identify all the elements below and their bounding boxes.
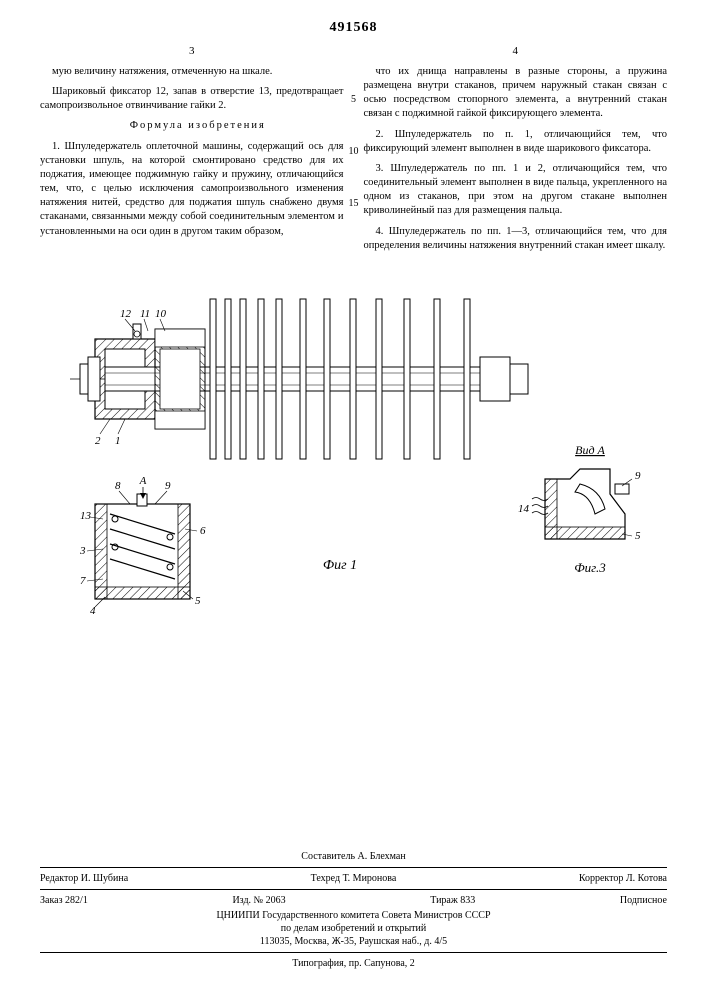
left-para-1: Шариковый фиксатор 12, запав в отверстие… bbox=[40, 85, 344, 113]
callout-3: 3 bbox=[79, 545, 86, 557]
left-claim-0: 1. Шпуледержатель оплеточной машины, сод… bbox=[40, 140, 344, 239]
callout-A: А bbox=[139, 475, 147, 487]
callout-12: 12 bbox=[120, 308, 132, 320]
right-col-number: 4 bbox=[364, 44, 668, 59]
line-mark-10: 10 bbox=[344, 145, 364, 159]
footer-typography: Типография, пр. Сапунова, 2 bbox=[40, 957, 667, 970]
footer: Составитель А. Блехман Редактор И. Шубин… bbox=[40, 850, 667, 970]
footer-org1: ЦНИИПИ Государственного комитета Совета … bbox=[40, 909, 667, 922]
figures: 12 11 10 2 1 bbox=[40, 269, 667, 649]
footer-order: Заказ 282/1 bbox=[40, 894, 88, 907]
footer-tirazh: Тираж 833 bbox=[430, 894, 475, 907]
vida-label: Вид А bbox=[575, 443, 605, 457]
callout-9: 9 bbox=[165, 480, 171, 492]
fig1-main: 12 11 10 2 1 bbox=[70, 299, 530, 459]
formula-title: Формула изобретения bbox=[40, 119, 344, 133]
line-mark-5: 5 bbox=[344, 93, 364, 107]
footer-podpis: Подписное bbox=[620, 894, 667, 907]
fig1-label: Фиг 1 bbox=[323, 558, 357, 573]
left-column: 3 мую величину натяжения, отмеченную на … bbox=[40, 44, 344, 259]
callout-5: 5 bbox=[195, 595, 201, 607]
right-para-1: 2. Шпуледержатель по п. 1, отличающийся … bbox=[364, 128, 668, 156]
callout-7: 7 bbox=[80, 575, 86, 587]
fig3-callout-5: 5 bbox=[635, 530, 641, 542]
callout-10: 10 bbox=[155, 308, 167, 320]
footer-compiler: Составитель А. Блехман bbox=[40, 850, 667, 863]
fig3: Вид А 9 14 5 Фиг.3 bbox=[518, 443, 641, 575]
left-para-0: мую величину натяжения, отмеченную на шк… bbox=[40, 65, 344, 79]
callout-11: 11 bbox=[140, 308, 150, 320]
footer-org2: по делам изобретений и открытий bbox=[40, 922, 667, 935]
fig3-callout-14: 14 bbox=[518, 503, 530, 515]
footer-izd: Изд. № 2063 bbox=[232, 894, 285, 907]
document-number: 491568 bbox=[40, 20, 667, 36]
footer-addr1: 113035, Москва, Ж-35, Раушская наб., д. … bbox=[40, 935, 667, 948]
callout-6: 6 bbox=[200, 525, 206, 537]
figure-svg: 12 11 10 2 1 bbox=[40, 269, 667, 649]
line-mark-15: 15 bbox=[344, 197, 364, 211]
footer-corrector: Корректор Л. Котова bbox=[579, 872, 667, 885]
footer-editor: Редактор И. Шубина bbox=[40, 872, 128, 885]
fig3-callout-9: 9 bbox=[635, 470, 641, 482]
left-col-number: 3 bbox=[40, 44, 344, 59]
footer-techred: Техред Т. Миронова bbox=[311, 872, 397, 885]
callout-1: 1 bbox=[115, 435, 121, 447]
callout-8: 8 bbox=[115, 480, 121, 492]
fig3-label: Фиг.3 bbox=[574, 560, 606, 575]
right-column: 4 что их днища направлены в разные сторо… bbox=[364, 44, 668, 259]
right-para-0: что их днища направлены в разные стороны… bbox=[364, 65, 668, 122]
callout-2: 2 bbox=[95, 435, 101, 447]
callout-13: 13 bbox=[80, 510, 92, 522]
fig1-lower-detail: А 8 9 13 3 7 4 6 5 bbox=[79, 475, 206, 617]
right-para-2: 3. Шпуледержатель по пп. 1 и 2, отличающ… bbox=[364, 162, 668, 219]
right-para-3: 4. Шпуледержатель по пп. 1—3, отличающий… bbox=[364, 225, 668, 253]
